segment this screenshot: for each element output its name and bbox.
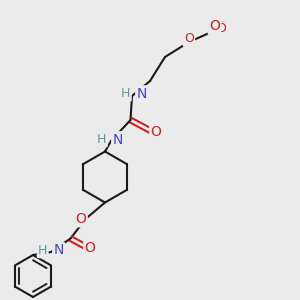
Text: O: O: [217, 22, 226, 35]
Text: O: O: [85, 241, 95, 254]
Text: O: O: [217, 20, 226, 33]
Text: N: N: [112, 133, 123, 146]
Text: N: N: [136, 87, 147, 100]
Text: O: O: [184, 32, 194, 46]
Text: O: O: [151, 125, 161, 139]
Text: O: O: [209, 20, 220, 33]
Text: H: H: [121, 87, 130, 100]
Text: O: O: [76, 212, 86, 226]
Text: H: H: [97, 133, 106, 146]
Text: H: H: [38, 244, 47, 257]
Text: N: N: [53, 244, 64, 257]
